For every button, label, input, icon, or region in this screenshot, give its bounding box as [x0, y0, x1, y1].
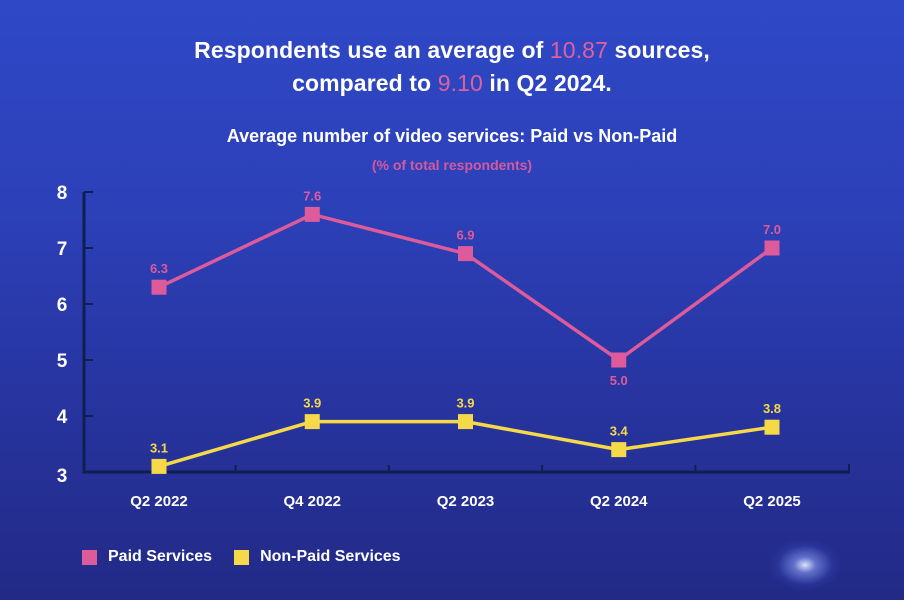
chart-title: Average number of video services: Paid v… — [226, 126, 678, 146]
y-tick-label: 5 — [57, 351, 68, 372]
y-tick-label: 6 — [57, 295, 68, 316]
legend-item-non-paid: Non-Paid Services — [234, 548, 401, 566]
data-label: 7.6 — [303, 188, 321, 203]
series-paid: 6.3 7.6 6.9 5.0 7.0 — [150, 188, 781, 388]
axes: 3 4 5 6 7 8 Q2 2022 Q4 2022 Q2 2023 Q2 2024 Q2 202… — [57, 183, 850, 510]
data-point-marker — [304, 414, 320, 430]
data-label: 6.9 — [456, 228, 474, 243]
headline-line-2: compared to 9.10 in Q2 2024. — [0, 67, 904, 100]
y-tick-label: 7 — [57, 239, 68, 260]
legend-swatch-non-paid — [234, 549, 250, 565]
data-label: 3.1 — [150, 440, 168, 455]
data-label: 6.3 — [150, 261, 168, 276]
data-point-marker — [611, 442, 627, 458]
legend-swatch-paid — [82, 549, 97, 565]
data-point-marker — [304, 206, 320, 222]
data-point-marker — [764, 240, 780, 256]
headline: Respondents use an average of 10.87 sour… — [0, 34, 904, 100]
legend-label-non-paid: Non-Paid Services — [260, 548, 401, 565]
x-tick-label: Q2 2023 — [437, 493, 495, 510]
headline-text: Respondents use an average of — [194, 37, 550, 63]
data-label: 7.0 — [763, 222, 781, 237]
headline-highlight-current: 10.87 — [549, 37, 608, 63]
legend-item-paid: Paid Services — [82, 548, 212, 566]
data-point-marker — [458, 414, 473, 430]
legend: Paid Services Non-Paid Services — [82, 548, 423, 566]
headline-line-1: Respondents use an average of 10.87 sour… — [0, 34, 904, 67]
data-label: 3.9 — [303, 396, 321, 411]
headline-highlight-previous: 9.10 — [437, 70, 483, 96]
x-tick-label: Q2 2025 — [743, 493, 801, 510]
headline-text: sources, — [607, 37, 710, 63]
x-tick-label: Q2 2024 — [590, 493, 648, 510]
data-label: 3.8 — [763, 401, 781, 416]
legend-label-paid: Paid Services — [108, 548, 213, 565]
headline-text: compared to — [292, 70, 438, 96]
data-point-marker — [151, 458, 167, 474]
data-point-marker — [151, 279, 167, 295]
data-point-marker — [458, 246, 473, 262]
data-label: 3.4 — [610, 424, 629, 439]
chart-subtitle: (% of total respondents) — [371, 157, 533, 173]
y-tick-label: 3 — [57, 466, 68, 487]
data-point-marker — [611, 352, 627, 368]
x-tick-label: Q2 2022 — [130, 493, 188, 510]
x-tick-label: Q4 2022 — [283, 493, 341, 510]
series-layer: 6.3 7.6 6.9 5.0 7.0 3.1 3.9 3.9 3.4 3.8 — [150, 188, 781, 474]
data-point-marker — [764, 419, 780, 435]
headline-text: in Q2 2024. — [482, 70, 612, 96]
y-tick-label: 4 — [57, 407, 68, 428]
data-label: 5.0 — [610, 373, 628, 388]
y-tick-label: 8 — [57, 183, 68, 204]
series-non-paid: 3.1 3.9 3.9 3.4 3.8 — [150, 396, 781, 474]
data-label: 3.9 — [456, 396, 474, 411]
